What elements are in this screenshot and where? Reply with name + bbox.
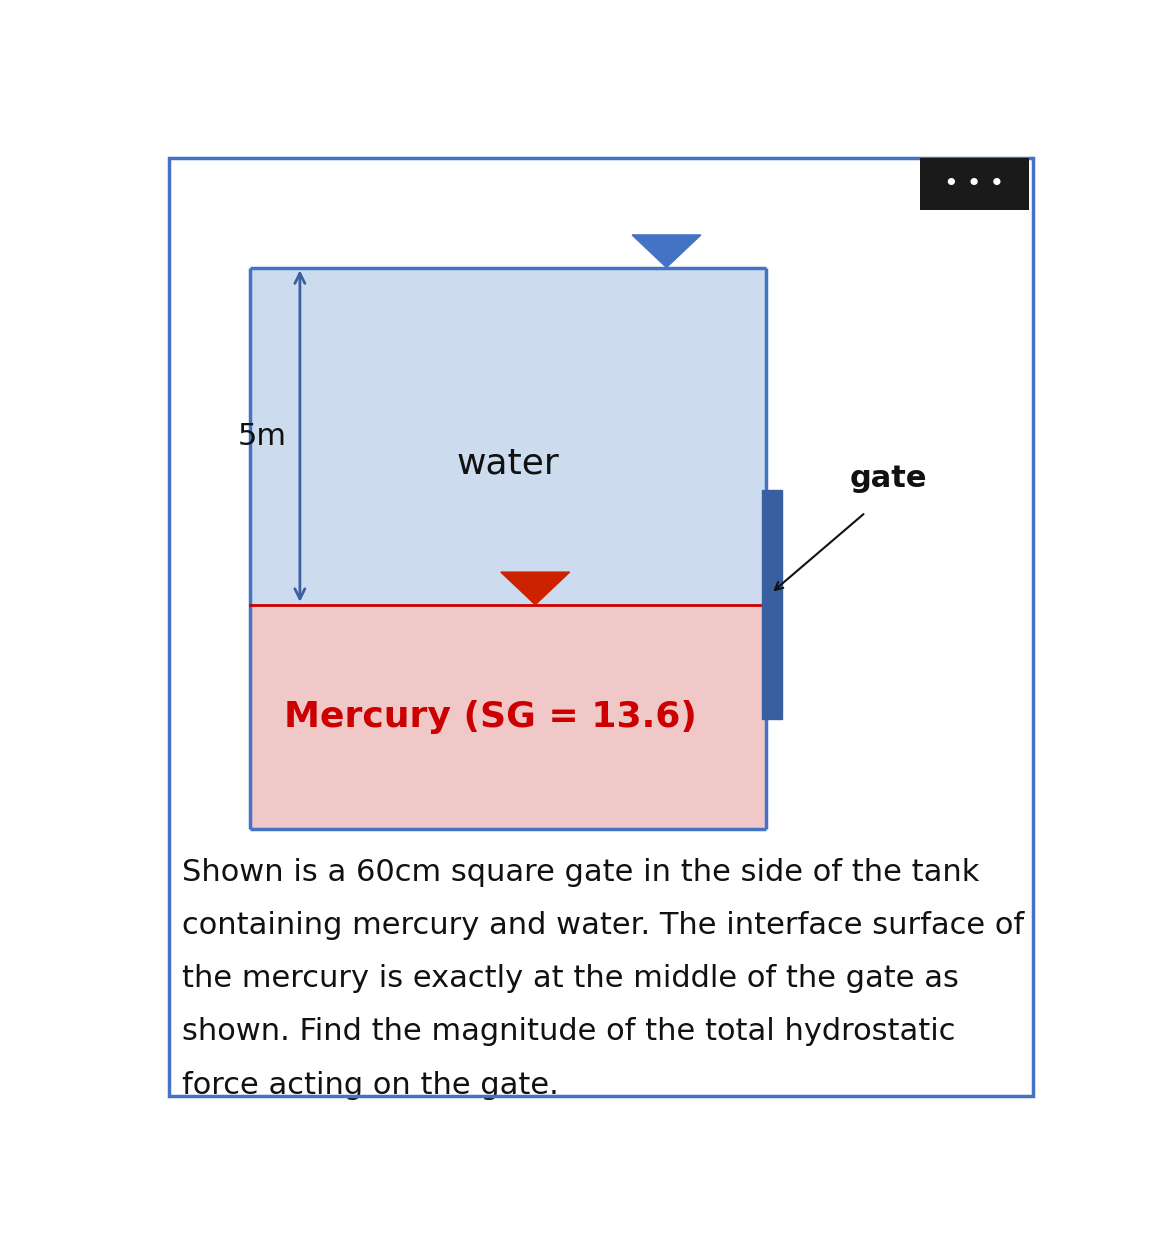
Text: • • •: • • •	[944, 172, 1004, 195]
Text: 5m: 5m	[237, 422, 286, 450]
FancyBboxPatch shape	[920, 158, 1029, 210]
Bar	[250, 605, 766, 830]
Text: Shown is a 60cm square gate in the side of the tank
containing mercury and water: Shown is a 60cm square gate in the side …	[182, 858, 1024, 1100]
Text: gate: gate	[849, 464, 927, 494]
Polygon shape	[501, 571, 570, 605]
Bar	[250, 267, 766, 605]
Text: Mercury (SG = 13.6): Mercury (SG = 13.6)	[284, 700, 696, 734]
Bar	[762, 490, 783, 719]
Polygon shape	[632, 235, 701, 267]
Text: water: water	[457, 447, 559, 480]
